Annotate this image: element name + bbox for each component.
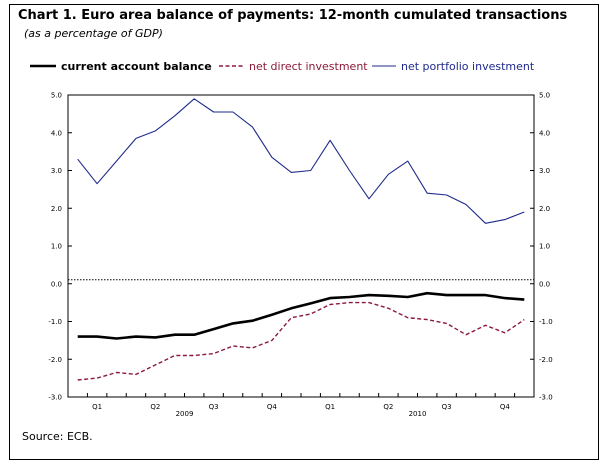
y-tick-label-left: 3.0 (51, 167, 62, 175)
legend: current account balance net direct invest… (30, 60, 535, 73)
y-tick-label-right: 3.0 (539, 167, 550, 175)
series-line-current-account-balance (77, 291, 525, 340)
y-tick-label-right: -3.0 (539, 394, 553, 402)
x-axis: Q1 Q2 Q3 Q4 Q1 Q2 Q3 Q4 2009 2010 (67, 393, 535, 418)
y-tick-label-right: 0.0 (539, 280, 550, 288)
y-tick-label-right: 5.0 (539, 92, 550, 100)
series-group (68, 98, 534, 381)
y-tick-label-right: 4.0 (539, 129, 550, 137)
y-tick-label-left: 0.0 (51, 280, 62, 288)
x-tick-label: Q2 (150, 403, 160, 411)
x-tick-label: Q4 (267, 403, 278, 411)
x-tick-label: Q3 (442, 403, 452, 411)
y-tick-label-left: 1.0 (51, 243, 62, 251)
y-axis-left: 5.0 4.0 3.0 2.0 1.0 0.0 -1.0 -2.0 -3.0 (48, 92, 72, 402)
y-tick-label-left: -3.0 (48, 394, 62, 402)
legend-label: net direct investment (249, 60, 368, 73)
y-tick-label-right: 1.0 (539, 243, 550, 251)
x-tick-label: Q2 (383, 403, 393, 411)
chart-subtitle: (as a percentage of GDP) (24, 27, 163, 40)
plot-area (67, 94, 535, 398)
series-line-net-direct-investment (77, 301, 525, 381)
y-tick-label-right: -2.0 (539, 356, 553, 364)
year-label: 2009 (176, 410, 194, 418)
legend-label: net portfolio investment (401, 60, 535, 73)
legend-label: current account balance (61, 60, 212, 73)
x-tick-label: Q1 (325, 403, 335, 411)
x-tick-label: Q1 (92, 403, 102, 411)
y-tick-label-left: 2.0 (51, 205, 62, 213)
y-tick-label-left: -1.0 (48, 318, 62, 326)
chart-title: Chart 1. Euro area balance of payments: … (18, 8, 568, 23)
y-tick-label-right: -1.0 (539, 318, 553, 326)
source-note: Source: ECB. (22, 430, 93, 443)
year-label: 2010 (409, 410, 427, 418)
y-tick-label-left: 5.0 (51, 92, 62, 100)
y-tick-label-right: 2.0 (539, 205, 550, 213)
x-tick-label: Q4 (500, 403, 511, 411)
series-line-net-portfolio-investment (77, 98, 525, 224)
y-tick-label-left: -2.0 (48, 356, 62, 364)
y-axis-right: 5.0 4.0 3.0 2.0 1.0 0.0 -1.0 -2.0 -3.0 (530, 92, 553, 402)
y-tick-label-left: 4.0 (51, 129, 62, 137)
chart-frame (9, 4, 599, 460)
x-tick-label: Q3 (209, 403, 219, 411)
